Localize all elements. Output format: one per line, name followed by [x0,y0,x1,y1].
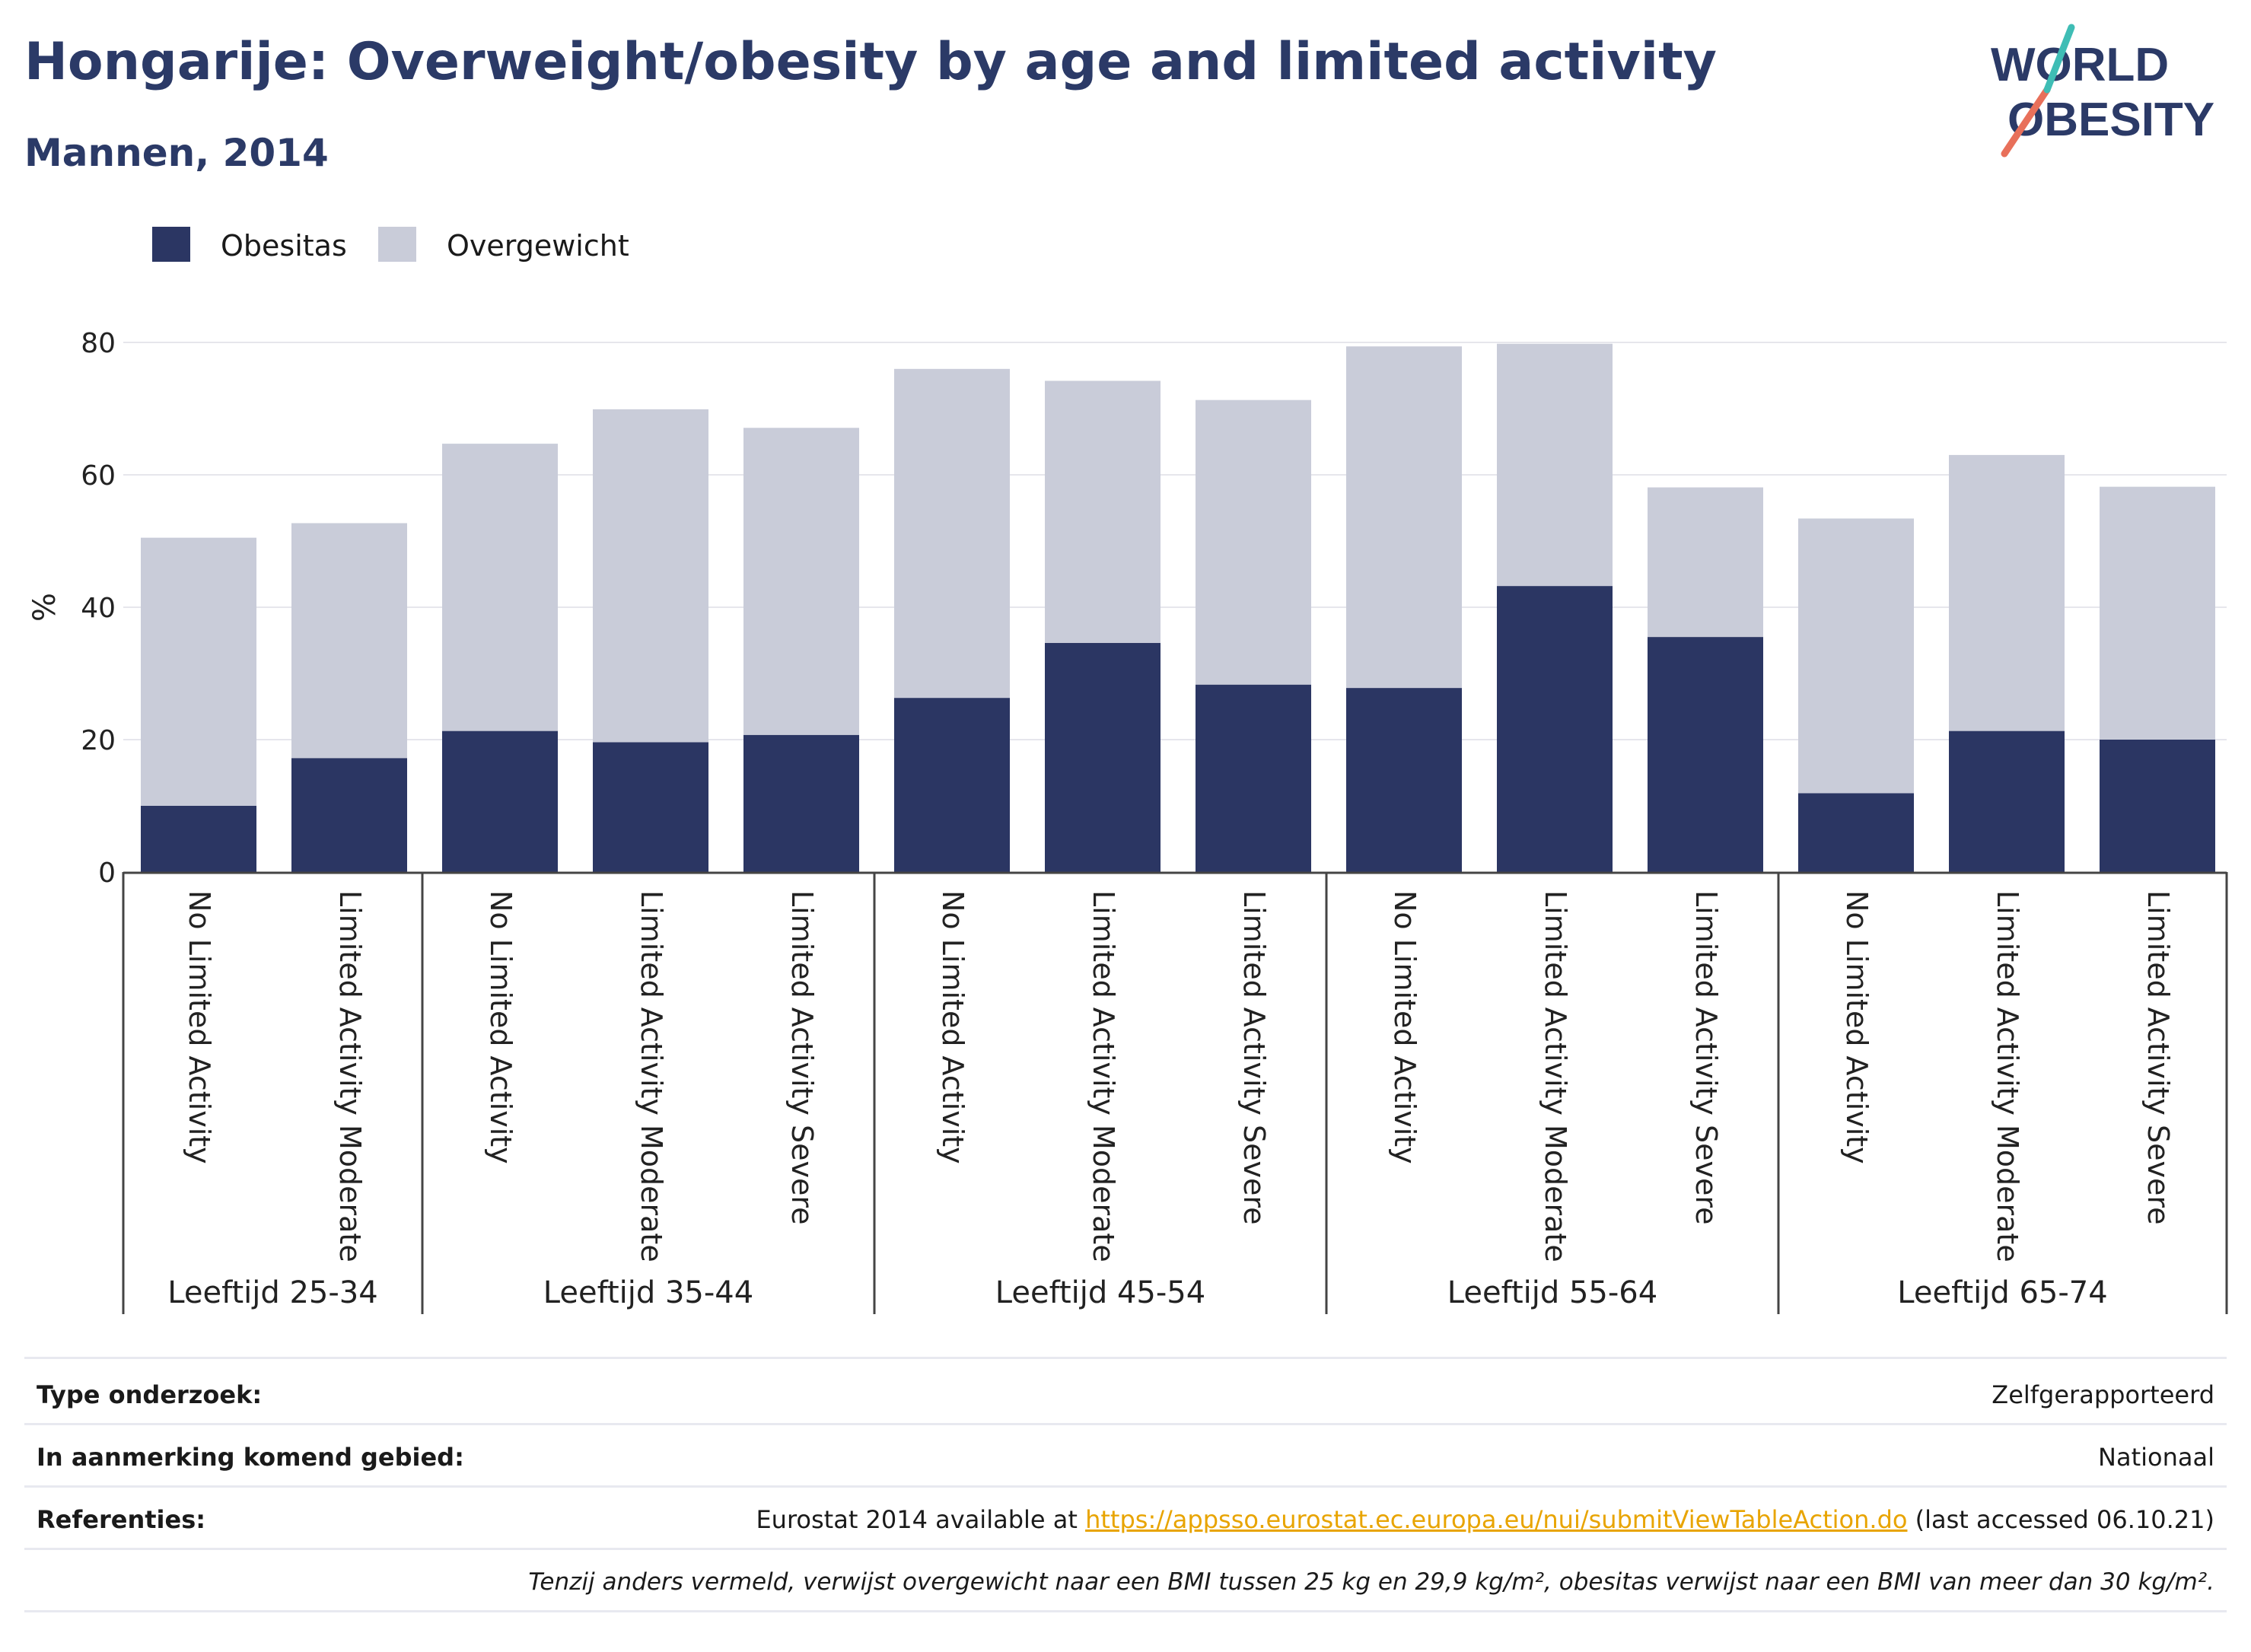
meta-label: Referenties: [37,1505,206,1534]
logo-slash-coral [2001,86,2051,158]
logo-line-1: WORLD [1991,39,2169,91]
meta-value: Nationaal [2098,1443,2214,1472]
bar-obesitas [1346,688,1462,872]
x-category-label: No Limited Activity [1388,890,1422,1164]
bar-overgewicht [1648,487,1763,638]
bar-overgewicht [1346,346,1462,689]
y-axis-label: % [27,593,62,622]
legend-swatch-obesitas [152,227,190,262]
x-category-label: Limited Activity Moderate [1991,890,2024,1262]
x-group-label: Leeftijd 65-74 [1897,1275,2107,1310]
meta-row-area: In aanmerking komend gebied: Nationaal [24,1426,2227,1488]
x-group-label: Leeftijd 45-54 [995,1275,1205,1310]
x-group-label: Leeftijd 35-44 [543,1275,753,1310]
x-category-label: No Limited Activity [1840,890,1874,1164]
divider [24,1357,2227,1359]
x-category-label: Limited Activity Severe [785,890,819,1225]
bar-obesitas [291,758,407,872]
references-prefix: Eurostat 2014 available at [756,1505,1078,1534]
bar-overgewicht [141,537,256,806]
bar-obesitas [1045,642,1161,872]
y-tick-label: 0 [98,858,116,889]
meta-row-references: Referenties: Eurostat 2014 available at … [24,1488,2227,1551]
bar-obesitas [743,734,859,872]
chart-subtitle: Mannen, 2014 [24,131,329,175]
bar-obesitas [894,698,1010,872]
bar-overgewicht [442,444,558,731]
x-category-label: Limited Activity Moderate [1087,890,1120,1262]
logo-slash-teal [2043,24,2075,94]
y-tick-label: 60 [81,460,116,492]
x-category-label: No Limited Activity [484,890,517,1164]
bar-chart: 0 20 40 60 80% No Limited Activity Limited Act… [27,328,2228,1314]
x-category-label: Limited Activity Moderate [333,890,367,1262]
x-category-label: No Limited Activity [183,890,216,1164]
bar-overgewicht [291,523,407,759]
legend-swatch-overgewicht [378,227,416,262]
meta-row-survey-type: Type onderzoek: Zelfgerapporteerd [24,1364,2227,1426]
chart-title: Hongarije: Overweight/obesity by age and… [24,32,1717,92]
bar-overgewicht [1798,518,1914,794]
world-obesity-logo: WORLD OBESITY [1991,24,2214,158]
bar-obesitas [1497,586,1613,872]
bar-obesitas [141,806,256,872]
y-tick-label: 40 [81,593,116,624]
bar-obesitas [2100,740,2215,872]
x-category-label: Limited Activity Severe [2141,890,2175,1225]
divider [24,1610,2227,1612]
references-suffix: (last accessed 06.10.21) [1915,1505,2214,1534]
x-category-label: Limited Activity Moderate [1539,890,1572,1262]
x-group-label: Leeftijd 25-34 [167,1275,377,1310]
meta-row-note: Tenzij anders vermeld, verwijst overgewi… [24,1551,2227,1613]
bar-obesitas [1196,684,1311,872]
bar-obesitas [593,742,708,872]
bar-overgewicht [2100,486,2215,740]
bar-overgewicht [1949,454,2065,731]
bar-overgewicht [1497,343,1613,587]
bmi-note: Tenzij anders vermeld, verwijst overgewi… [528,1568,2214,1596]
references-link[interactable]: https://appsso.eurostat.ec.europa.eu/nui… [1085,1505,1908,1534]
divider [24,1423,2227,1425]
divider [24,1548,2227,1550]
bar-overgewicht [894,368,1010,699]
x-group-label: Leeftijd 55-64 [1447,1275,1657,1310]
bar-obesitas [1648,637,1763,872]
meta-value: Zelfgerapporteerd [1992,1380,2214,1409]
y-tick-label: 80 [81,328,116,359]
x-category-label: Limited Activity Moderate [635,890,668,1262]
bar-obesitas [442,731,558,872]
bar-overgewicht [1045,380,1161,643]
x-category-label: Limited Activity Severe [1689,890,1723,1225]
x-category-label: No Limited Activity [936,890,969,1164]
bar-obesitas [1949,731,2065,872]
y-tick-label: 20 [81,725,116,756]
references-text: Eurostat 2014 available at https://appss… [756,1488,2214,1551]
legend-label-obesitas: Obesitas [221,229,347,263]
meta-label: Type onderzoek: [37,1380,263,1409]
legend-label-overgewicht: Overgewicht [447,229,629,263]
x-category-label: Limited Activity Severe [1237,890,1271,1225]
divider [24,1485,2227,1488]
bar-overgewicht [593,409,708,743]
bar-overgewicht [743,428,859,735]
meta-label: In aanmerking komend gebied: [37,1443,464,1472]
bar-obesitas [1798,793,1914,872]
bar-overgewicht [1196,399,1311,685]
